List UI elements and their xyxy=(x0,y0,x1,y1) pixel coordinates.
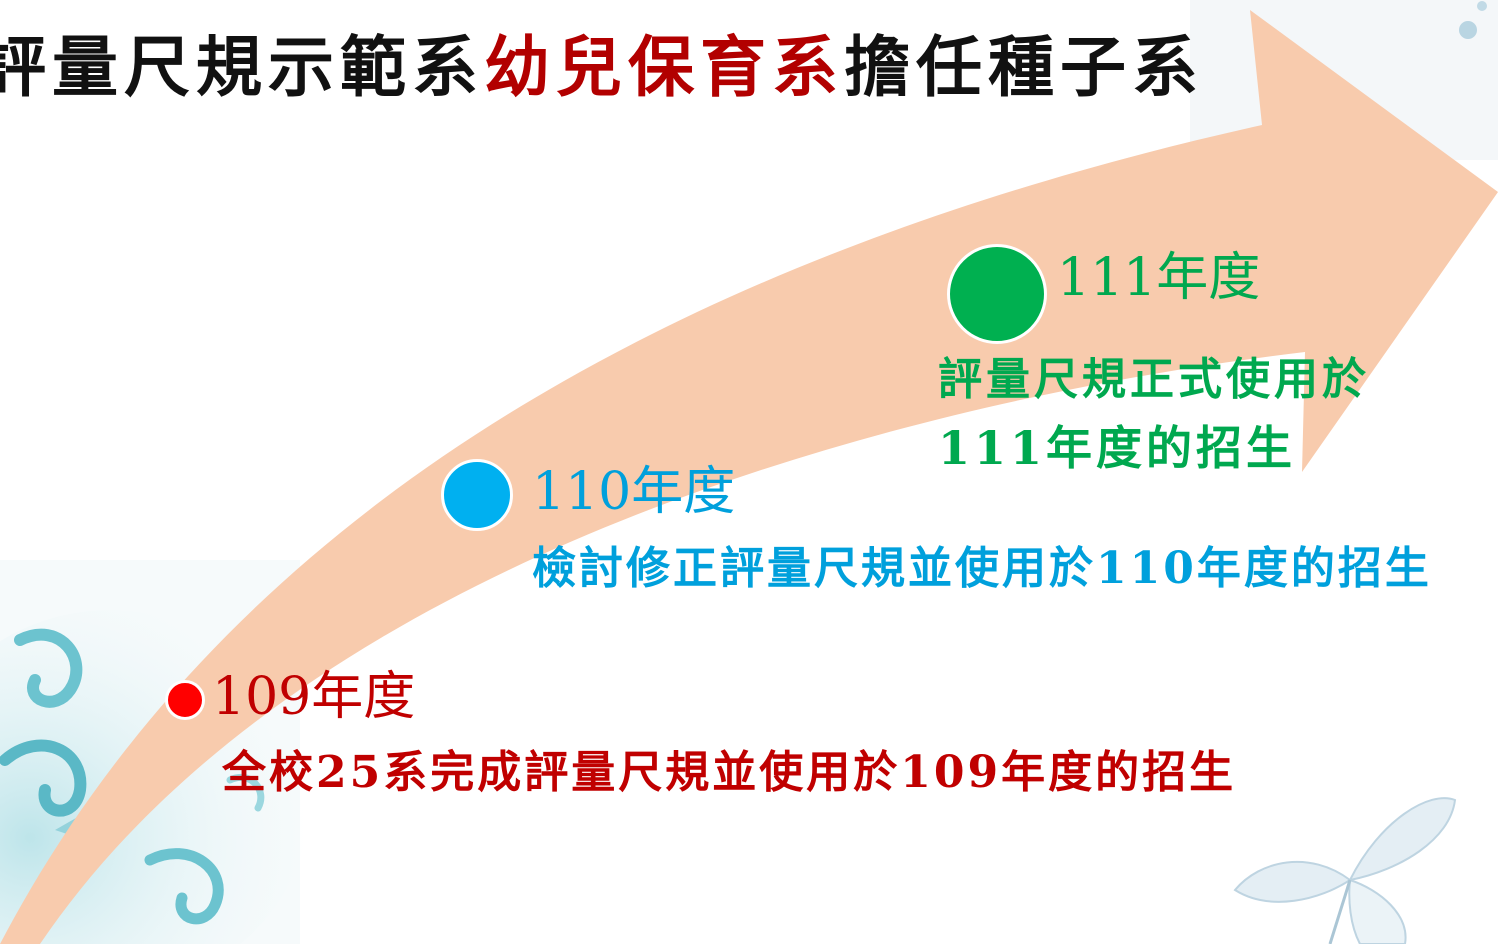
milestone-109-description: 全校25系完成評量尺規並使用於109年度的招生 xyxy=(222,747,1237,798)
page-title: 評量尺規示範系幼兒保育系擔任種子系 xyxy=(0,34,1204,100)
milestone-110-description: 檢討修正評量尺規並使用於110年度的招生 xyxy=(532,543,1432,594)
milestone-111-description-line1: 評量尺規正式使用於 xyxy=(938,354,1370,405)
title-part-2: 擔任種子系 xyxy=(844,28,1204,106)
milestone-110-year: 110年度 xyxy=(532,462,736,522)
milestone-109-year: 109年度 xyxy=(212,667,416,727)
progress-arrow xyxy=(0,10,1498,944)
milestone-111-year: 111年度 xyxy=(1057,248,1261,308)
title-highlight: 幼兒保育系 xyxy=(484,28,844,106)
milestone-111-description-line2: 111年度的招生 xyxy=(938,421,1297,475)
milestone-110-dot xyxy=(441,459,513,531)
title-part-1: 評量尺規示範系 xyxy=(0,28,484,106)
butterfly-icon xyxy=(1233,797,1457,944)
bubble-decoration-icon xyxy=(1459,1,1487,39)
milestone-109-dot xyxy=(165,680,205,720)
milestone-111-dot xyxy=(947,244,1047,344)
